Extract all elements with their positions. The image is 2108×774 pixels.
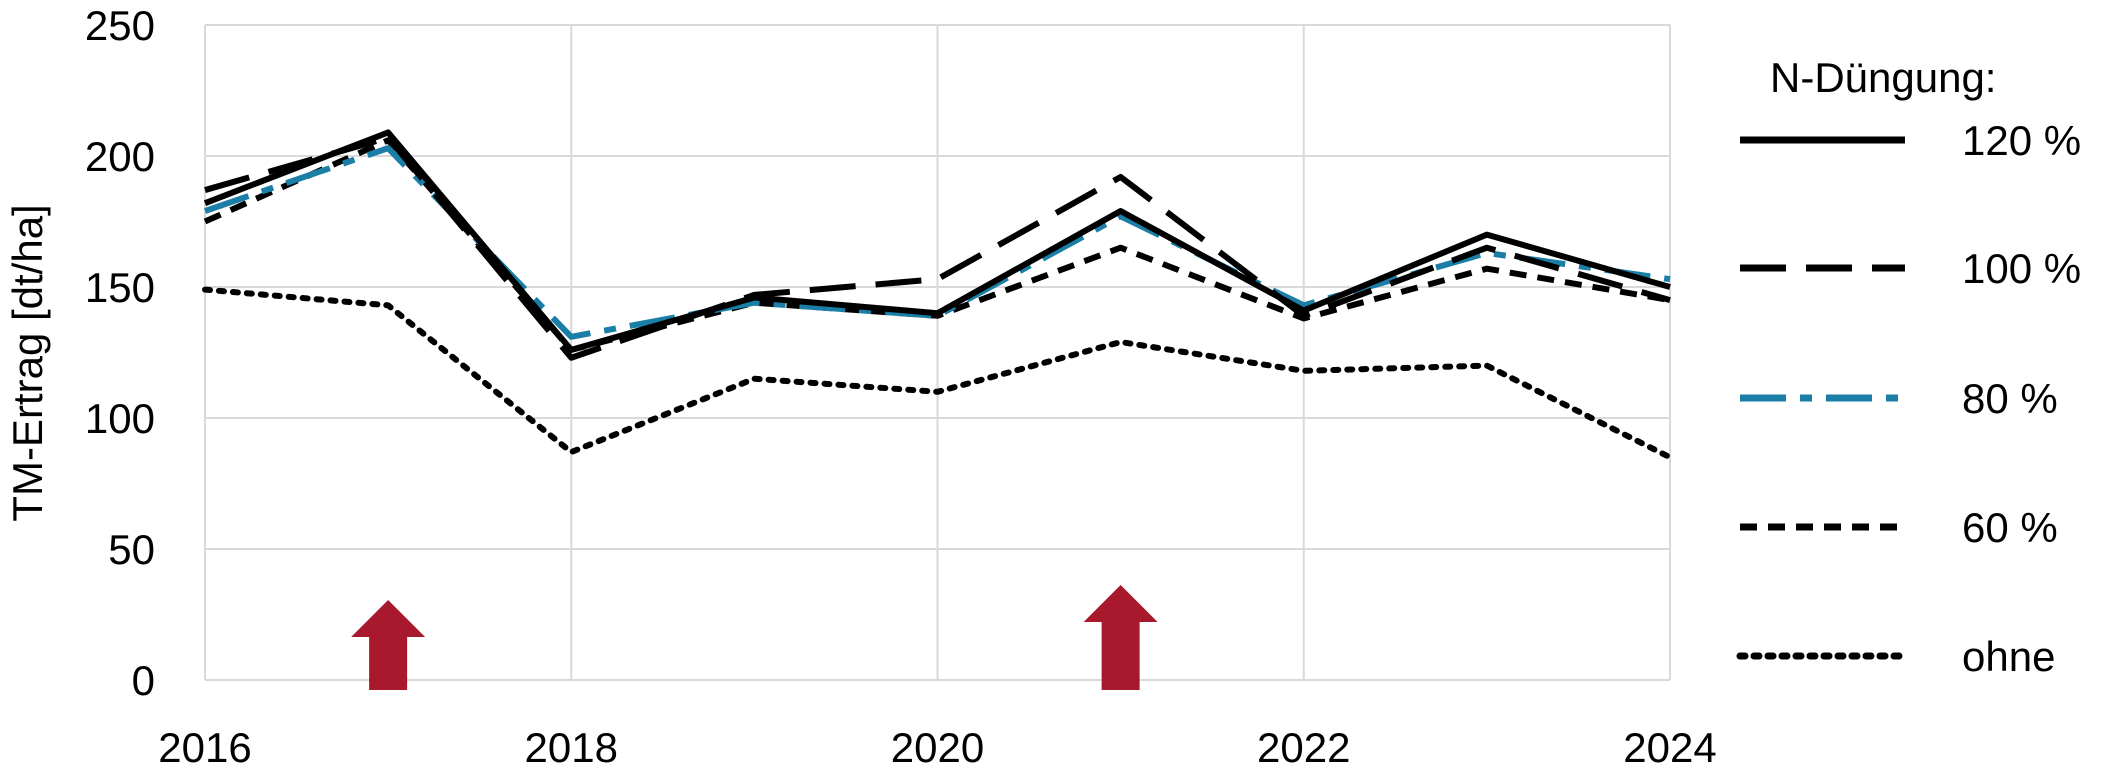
y-tick-label: 200: [85, 133, 155, 180]
axes: 0 50 100 150 200 250 2016 2018 2020 2022 2024: [85, 2, 1717, 771]
legend: N-Düngung: 120 % 100 % 80 % 60 % ohne: [1736, 54, 2081, 680]
grid: [204, 24, 1671, 681]
x-tick-label: 2024: [1623, 724, 1716, 769]
x-tick-label: 2018: [525, 724, 618, 769]
legend-title: N-Düngung:: [1770, 54, 1996, 101]
y-axis-label: TM-Ertrag [dt/ha]: [4, 204, 51, 521]
x-tick-label: 2022: [1257, 724, 1350, 769]
legend-label: 120 %: [1962, 117, 2081, 164]
y-tick-label: 150: [85, 264, 155, 311]
series-line-120: [203, 129, 1671, 353]
legend-label: 100 %: [1962, 245, 2081, 292]
series-line-100: [204, 134, 1671, 361]
y-tick-label: 250: [85, 2, 155, 49]
legend-label: ohne: [1962, 633, 2055, 680]
legend-label: 60 %: [1962, 504, 2058, 551]
arrow-markers: [351, 585, 1158, 690]
y-tick-label: 100: [85, 395, 155, 442]
x-tick-label: 2020: [891, 724, 984, 769]
legend-label: 80 %: [1962, 375, 2058, 422]
series-lines: [202, 129, 1673, 461]
y-tick-label: 0: [132, 657, 155, 704]
y-tick-label: 50: [108, 526, 155, 573]
arrow-up-marker: [351, 600, 426, 690]
arrow-up-marker: [1083, 585, 1158, 690]
series-line-ohne: [202, 286, 1673, 461]
x-tick-label: 2016: [158, 724, 251, 769]
